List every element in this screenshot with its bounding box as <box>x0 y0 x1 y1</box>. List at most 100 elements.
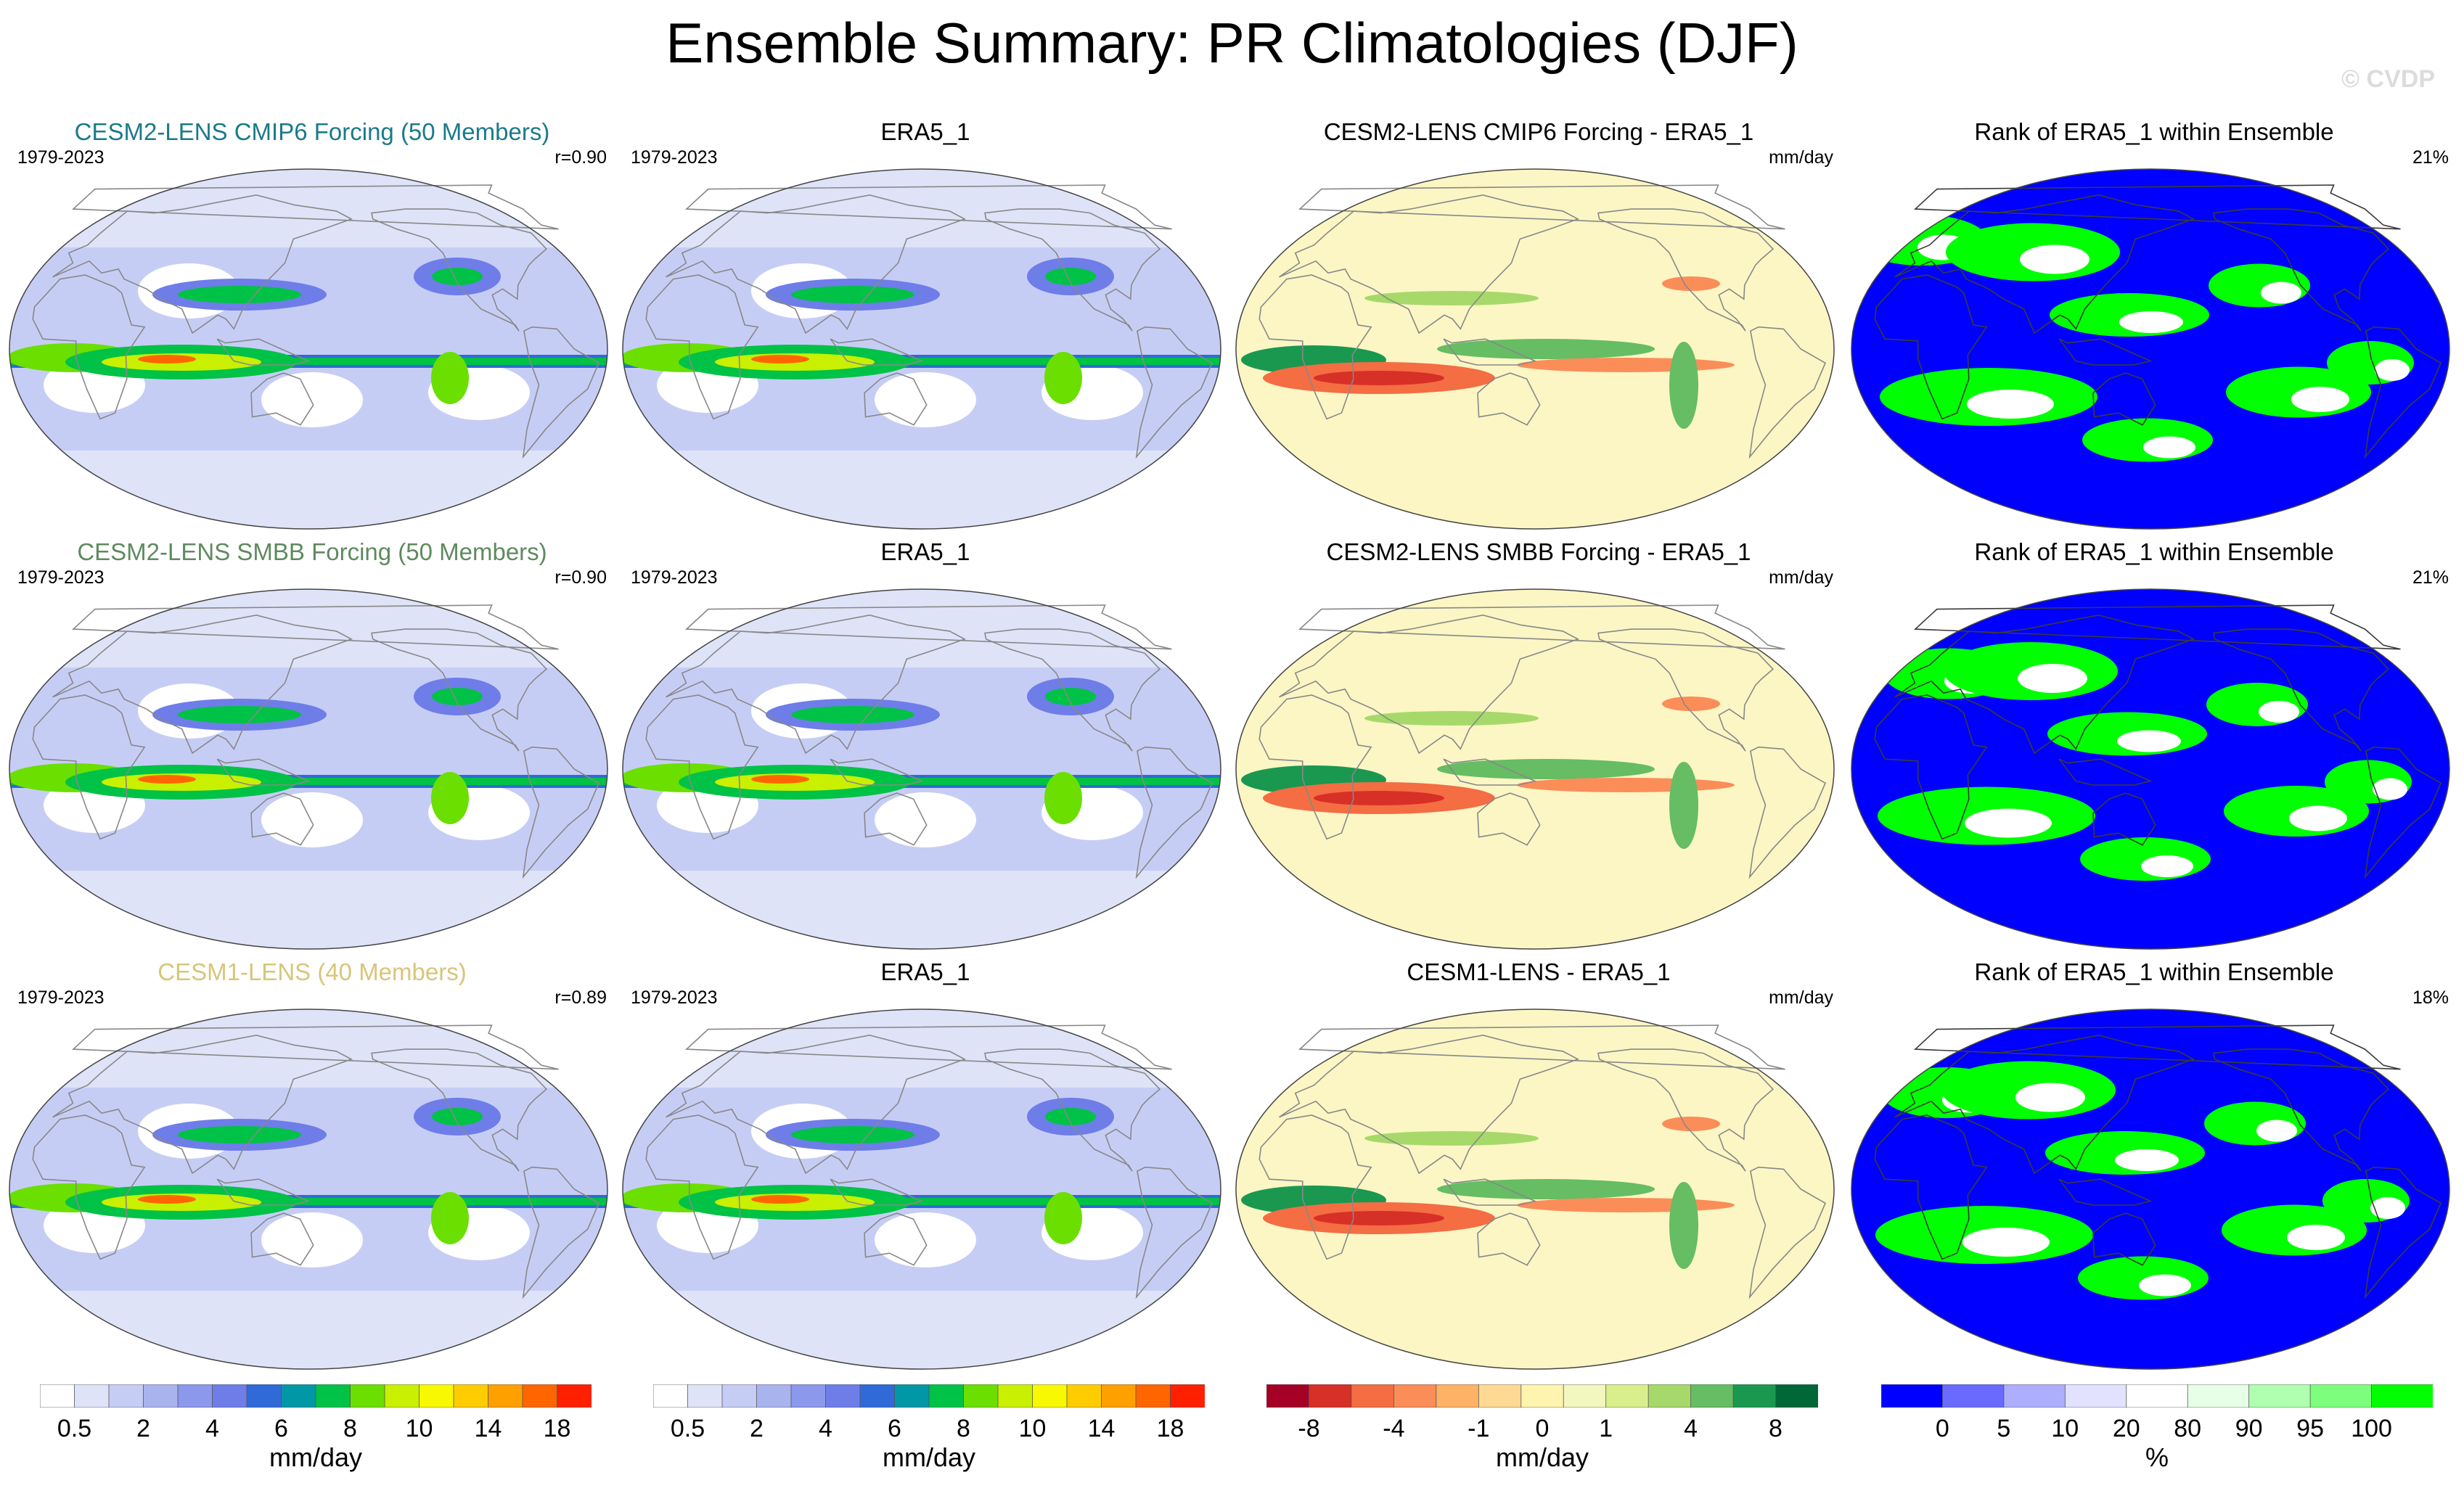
colorbar-swatch <box>281 1384 316 1408</box>
colorbar-swatch <box>1309 1384 1352 1408</box>
colorbar-tick-label: 95 <box>2296 1415 2325 1442</box>
colorbar-swatch <box>40 1384 75 1408</box>
continent-outline <box>2364 326 2442 459</box>
panel-stat: mm/day <box>1769 567 1833 588</box>
colorbar-tick-label: 18 <box>1156 1415 1184 1442</box>
continent-outline <box>52 194 353 334</box>
map-border <box>622 1009 1221 1370</box>
colorbar-tick-label: 10 <box>1018 1415 1047 1442</box>
map-border <box>1851 168 2450 530</box>
map-border <box>1235 588 1835 950</box>
continent-outline <box>2213 1048 2390 1172</box>
colorbar-swatch <box>2126 1384 2189 1408</box>
continent-outline <box>1258 274 1372 420</box>
colorbar-unit: % <box>2145 1442 2169 1472</box>
panel-title: Rank of ERA5_1 within Ensemble <box>1974 958 2334 985</box>
continent-outlines <box>1874 604 2442 879</box>
colorbar-swatch <box>721 1384 758 1408</box>
continent-outline <box>1477 372 1541 426</box>
panel-title: CESM2-LENS SMBB Forcing (50 Members) <box>77 538 547 565</box>
continent-outline <box>2058 1178 2153 1206</box>
field-shading <box>1236 589 1834 949</box>
colorbar-tick-label: -4 <box>1383 1415 1405 1442</box>
continent-outline <box>2213 628 2390 752</box>
field-shading <box>1851 589 2449 949</box>
world-map <box>9 588 608 950</box>
continent-outline <box>1748 1166 1827 1299</box>
continent-outline <box>830 338 924 366</box>
continent-outline <box>1135 746 1213 879</box>
continent-outline <box>1298 604 1785 650</box>
panel-title: ERA5_1 <box>880 958 970 985</box>
colorbar-3: -8 -4 -1 0 1 4 8 mm/day <box>1266 1384 1818 1479</box>
colorbar-tick-label: 1 <box>1599 1415 1613 1442</box>
continent-outline <box>1279 1034 1580 1175</box>
continent-outline <box>1298 184 1785 230</box>
colorbar-tick-label: -1 <box>1468 1415 1490 1442</box>
continent-outline <box>250 792 314 846</box>
continent-outline <box>216 338 311 366</box>
continent-outline <box>830 1178 924 1206</box>
panel-title: ERA5_1 <box>880 538 970 565</box>
colorbar-swatch <box>1605 1384 1650 1408</box>
continent-outline <box>1477 1212 1541 1266</box>
colorbar-tick-label: 6 <box>274 1415 288 1442</box>
colorbar-swatch <box>557 1384 592 1408</box>
continent-outline <box>1443 758 1537 786</box>
colorbar-swatch <box>1032 1384 1068 1408</box>
map-panel-r2c1: CESM2-LENS SMBB Forcing (50 Members) 1979… <box>7 538 617 950</box>
map-border <box>9 1009 608 1370</box>
colorbar-swatch <box>1135 1384 1171 1408</box>
colorbar-swatch <box>522 1384 558 1408</box>
continent-outline <box>984 208 1161 332</box>
colorbar-swatch <box>419 1384 454 1408</box>
colorbar-4: 0 5 10 20 80 90 95 100% <box>1881 1384 2433 1479</box>
panel-period: 1979-2023 <box>631 567 718 588</box>
continent-outline <box>1597 208 1775 332</box>
map-panel-r3c1: CESM1-LENS (40 Members) 1979-2023 r=0.89 <box>7 958 617 1370</box>
colorbar-swatch <box>1351 1384 1395 1408</box>
colorbar-swatch <box>1478 1384 1522 1408</box>
continent-outline <box>1135 1166 1213 1299</box>
colorbar-swatch <box>963 1384 999 1408</box>
continent-outline <box>984 628 1161 752</box>
colorbar-swatch <box>997 1384 1034 1408</box>
continent-outline <box>864 792 928 846</box>
colorbar-swatch <box>212 1384 247 1408</box>
continent-outline <box>645 694 759 840</box>
colorbar-swatch <box>894 1384 930 1408</box>
colorbar-swatch <box>1563 1384 1607 1408</box>
colorbar-tick-label: 100 <box>2351 1415 2392 1442</box>
continent-outline <box>32 274 146 420</box>
field-shading <box>1236 1009 1834 1369</box>
world-map <box>622 588 1221 950</box>
colorbar-tick-label: 14 <box>474 1415 502 1442</box>
colorbar-swatch <box>825 1384 861 1408</box>
map-panel-r2c2: ERA5_1 1979-2023 <box>621 538 1230 950</box>
map-panel-r1c1: CESM2-LENS CMIP6 Forcing (50 Members) 197… <box>7 118 617 530</box>
continent-outline <box>666 194 967 334</box>
map-border <box>1235 1009 1835 1370</box>
colorbar-tick-label: 10 <box>405 1415 433 1442</box>
panel-title: CESM2-LENS SMBB Forcing - ERA5_1 <box>1326 538 1751 565</box>
colorbar-unit: mm/day <box>882 1442 976 1472</box>
colorbar-swatch <box>1436 1384 1480 1408</box>
continent-outline <box>371 628 548 752</box>
map-border <box>622 588 1221 950</box>
panel-stat: mm/day <box>1769 987 1833 1008</box>
continent-outline <box>1298 1024 1785 1070</box>
continent-outline <box>216 1178 311 1206</box>
colorbar-tick-label: 90 <box>2235 1415 2263 1442</box>
continent-outline <box>1748 746 1827 879</box>
colorbar-swatch <box>350 1384 385 1408</box>
continent-outlines <box>645 184 1213 459</box>
panel-stat: r=0.90 <box>554 567 607 588</box>
colorbar-swatch <box>756 1384 792 1408</box>
colorbar-tick-label: 0.5 <box>670 1415 705 1442</box>
continent-outline <box>684 184 1172 230</box>
continent-outlines <box>1258 1024 1827 1299</box>
colorbar-swatch <box>1170 1384 1205 1408</box>
continent-outline <box>32 1114 146 1260</box>
map-panel-r3c3: CESM1-LENS - ERA5_1 mm/day <box>1234 958 1843 1370</box>
continent-outline <box>52 614 353 755</box>
